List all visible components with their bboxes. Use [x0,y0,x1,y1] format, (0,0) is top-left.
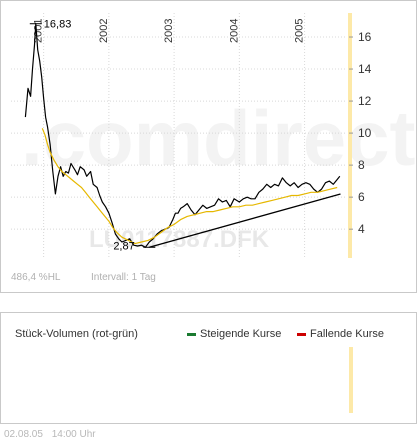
price-chart-panel: .comdirect LU0117887.DFK 200120022003200… [0,0,417,293]
y-tick-label: 10 [358,126,372,140]
footer-date: 02.08.05 [4,429,43,440]
y-tick-label: 8 [358,158,365,172]
volume-panel: Stück-Volumen (rot-grün) Steigende Kurse… [0,312,417,424]
x-tick-label: 2002 [98,19,110,43]
y-tick-label: 6 [358,190,365,204]
legend-up-label: Steigende Kurse [200,328,282,340]
watermark-brand: .comdirect [21,94,415,182]
x-tick-label: 2003 [163,19,175,43]
legend-up: Steigende Kurse [187,328,281,340]
volume-highlight-band [349,347,353,413]
annotations: 16,83 2,87 [29,19,156,252]
footer-timestamp: 02.08.05 14:00 Uhr [4,429,96,440]
y-tick-label: 4 [358,222,365,236]
highlight-band [348,13,352,258]
y-tick-label: 14 [358,62,372,76]
footer-time: 14:00 Uhr [51,429,96,440]
x-tick-label: 2005 [294,19,306,43]
legend-down-swatch [297,332,306,336]
max-label: 16,83 [44,19,72,31]
price-series-line [24,23,341,248]
moving-average-line [41,128,338,245]
y-tick-label: 12 [358,94,372,108]
x-tick-label: 2004 [228,19,240,43]
price-chart: .comdirect LU0117887.DFK 200120022003200… [11,13,415,258]
interval-label: Intervall: 1 Tag [91,272,156,283]
legend-down: Fallende Kurse [297,328,384,340]
trend-line [149,193,341,248]
legend-up-swatch [187,332,196,336]
series-lines [24,23,341,248]
legend-down-label: Fallende Kurse [310,328,384,340]
min-label: 2,87 [113,240,134,252]
volume-title: Stück-Volumen (rot-grün) [15,328,138,340]
performance-label: 486,4 %HL [11,272,61,283]
y-tick-label: 16 [358,30,372,44]
